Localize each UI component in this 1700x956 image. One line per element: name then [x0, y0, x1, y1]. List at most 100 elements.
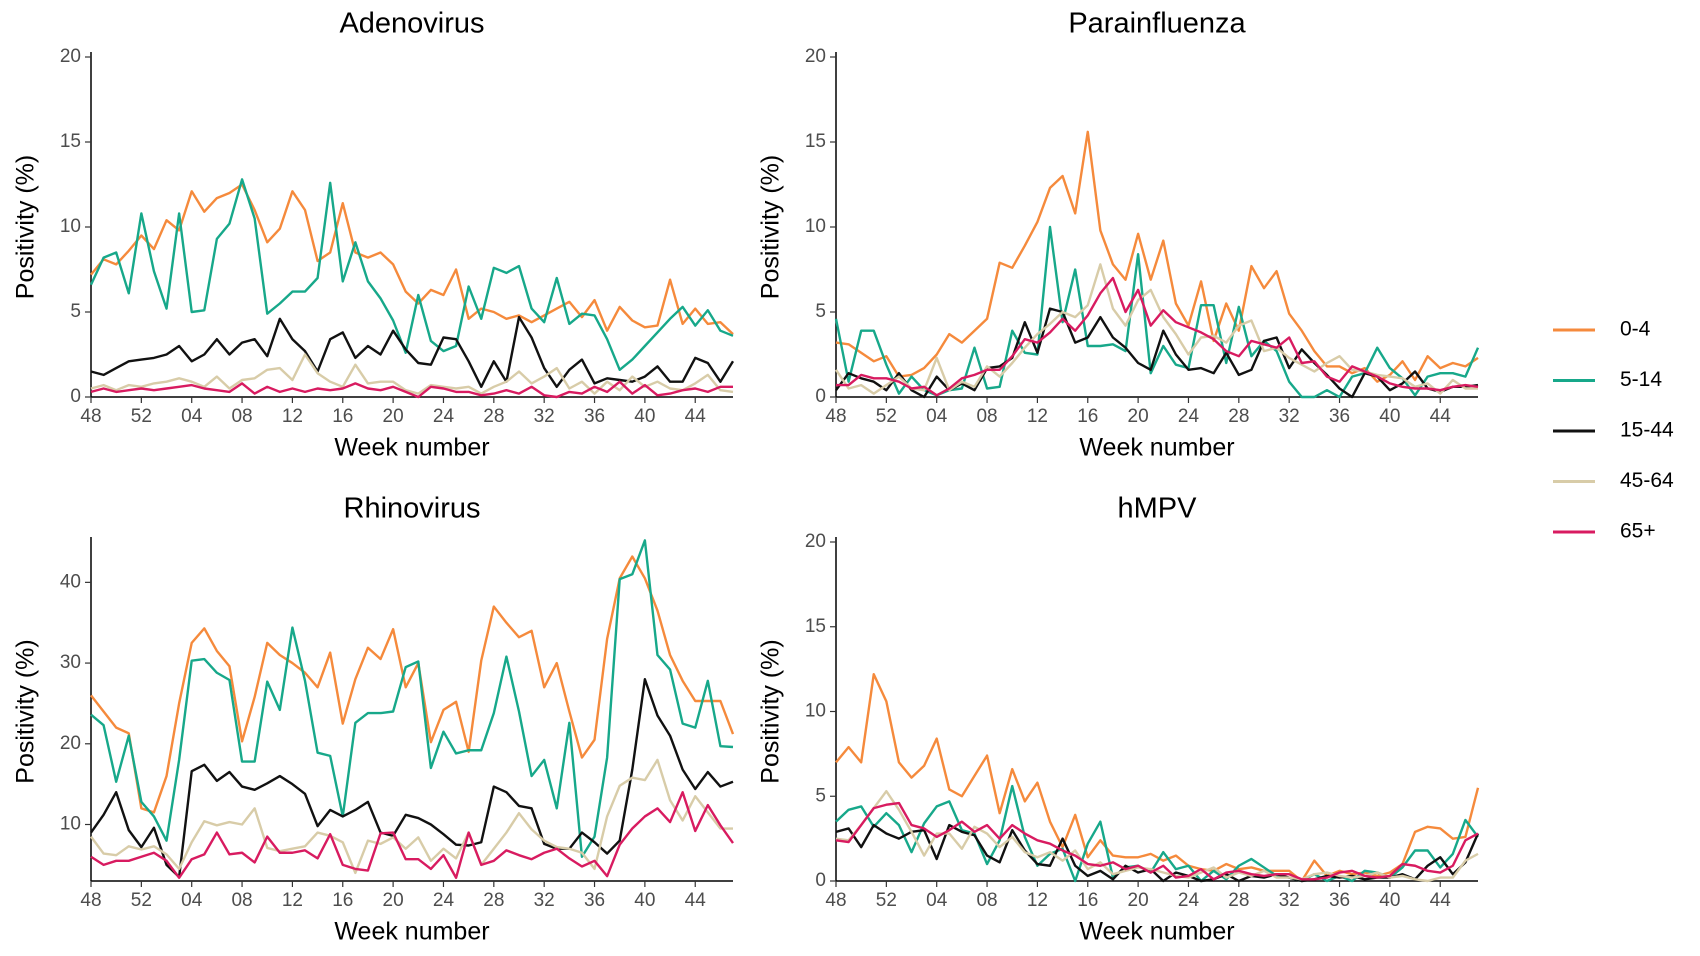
x-tick-label: 32: [1279, 890, 1300, 911]
x-tick-label: 20: [1128, 890, 1149, 911]
y-tick-label: 5: [815, 301, 826, 322]
x-tick-label: 32: [1279, 406, 1300, 427]
x-tick-label: 12: [282, 406, 303, 427]
x-axis-title: Week number: [1079, 434, 1234, 462]
x-tick-label: 44: [1430, 890, 1452, 911]
x-axis-title: Week number: [334, 918, 489, 946]
series-line: [835, 130, 1479, 383]
y-tick-label: 15: [805, 131, 826, 152]
x-tick-label: 28: [1228, 406, 1249, 427]
y-tick-label: 30: [60, 652, 81, 673]
series-line: [90, 758, 733, 875]
x-tick-label: 16: [332, 890, 353, 911]
x-tick-label: 40: [1379, 406, 1400, 427]
series-line: [90, 678, 734, 879]
x-tick-label: 12: [282, 890, 303, 911]
x-tick-label: 24: [433, 406, 455, 427]
x-tick-label: 16: [332, 406, 353, 427]
series-line: [90, 539, 734, 858]
x-tick-label: 08: [976, 406, 997, 427]
y-tick-label: 20: [60, 46, 81, 67]
series-line: [90, 380, 733, 399]
legend-label: 0-4: [1620, 318, 1651, 341]
x-tick-label: 40: [634, 406, 655, 427]
x-tick-label: 24: [1178, 890, 1200, 911]
x-tick-label: 36: [584, 890, 605, 911]
y-tick-label: 10: [60, 814, 81, 835]
x-tick-label: 48: [80, 890, 101, 911]
x-tick-label: 08: [231, 890, 252, 911]
y-axis-title: Positivity (%): [12, 155, 40, 299]
series-line: [836, 276, 1479, 397]
x-tick-label: 36: [584, 406, 605, 427]
x-tick-label: 28: [1228, 890, 1249, 911]
series-line: [90, 791, 734, 879]
x-tick-label: 52: [131, 406, 152, 427]
series-line: [835, 789, 1479, 883]
y-tick-label: 10: [805, 701, 826, 722]
y-tick-label: 15: [805, 616, 826, 637]
x-tick-label: 04: [926, 406, 948, 427]
x-tick-label: 16: [1077, 890, 1098, 911]
series-line: [835, 823, 1480, 883]
x-tick-label: 28: [483, 406, 504, 427]
x-tick-label: 04: [181, 890, 203, 911]
y-tick-label: 20: [60, 733, 81, 754]
x-tick-label: 44: [685, 890, 707, 911]
legend-label: 65+: [1620, 520, 1656, 543]
x-tick-label: 44: [685, 406, 707, 427]
panel-title: hMPV: [1118, 493, 1198, 525]
y-tick-label: 40: [60, 571, 81, 592]
x-tick-label: 52: [131, 890, 152, 911]
y-axis-title: Positivity (%): [12, 639, 40, 783]
legend-label: 15-44: [1620, 419, 1674, 442]
x-axis-title: Week number: [1079, 918, 1234, 946]
x-tick-label: 40: [634, 890, 655, 911]
series-line: [90, 353, 734, 395]
x-tick-label: 48: [825, 890, 846, 911]
panel-title: Adenovirus: [339, 8, 484, 40]
panel-title: Rhinovirus: [344, 493, 481, 525]
x-tick-label: 36: [1329, 406, 1350, 427]
x-tick-label: 04: [926, 890, 948, 911]
x-tick-label: 32: [534, 890, 555, 911]
y-tick-label: 20: [805, 46, 826, 67]
x-tick-label: 52: [876, 406, 897, 427]
x-tick-label: 08: [976, 890, 997, 911]
x-tick-label: 24: [1178, 406, 1200, 427]
x-axis-title: Week number: [334, 434, 489, 462]
x-tick-label: 28: [483, 890, 504, 911]
panel-title: Parainfluenza: [1068, 8, 1246, 40]
y-tick-label: 20: [805, 531, 826, 552]
y-tick-label: 0: [70, 386, 81, 407]
series-line: [89, 178, 734, 371]
y-axis-title: Positivity (%): [757, 155, 785, 299]
y-tick-label: 5: [70, 301, 81, 322]
x-tick-label: 40: [1379, 890, 1400, 911]
x-tick-label: 04: [181, 406, 203, 427]
y-tick-label: 5: [815, 785, 826, 806]
x-tick-label: 12: [1027, 406, 1048, 427]
legend-label: 5-14: [1620, 368, 1662, 391]
y-tick-label: 0: [815, 386, 826, 407]
x-tick-label: 36: [1329, 890, 1350, 911]
series-line: [835, 801, 1479, 881]
x-tick-label: 52: [876, 890, 897, 911]
x-tick-label: 20: [1128, 406, 1149, 427]
x-tick-label: 44: [1430, 406, 1452, 427]
x-tick-label: 20: [383, 406, 404, 427]
series-line: [835, 784, 1479, 883]
x-tick-label: 48: [80, 406, 101, 427]
y-tick-label: 10: [60, 216, 81, 237]
x-tick-label: 24: [433, 890, 455, 911]
y-axis-title: Positivity (%): [757, 639, 785, 783]
legend-label: 45-64: [1620, 469, 1674, 492]
y-tick-label: 10: [805, 216, 826, 237]
y-tick-label: 0: [815, 870, 826, 891]
series-line: [90, 183, 734, 335]
x-tick-label: 12: [1027, 890, 1048, 911]
series-line: [90, 315, 735, 388]
x-tick-label: 20: [383, 890, 404, 911]
